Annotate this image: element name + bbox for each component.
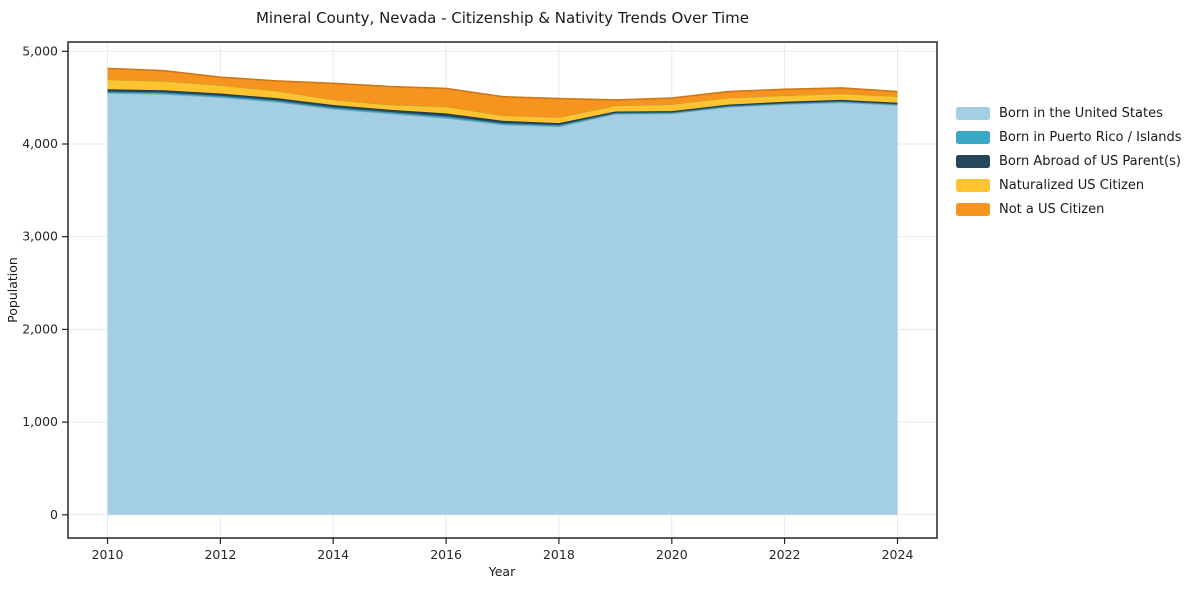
x-tick-label: 2010: [92, 547, 124, 562]
legend-swatch: [956, 154, 990, 168]
y-tick-label: 4,000: [22, 136, 58, 151]
legend-item: Born in Puerto Rico / Islands: [956, 125, 1182, 149]
legend-item: Born in the United States: [956, 101, 1182, 125]
stacked-areas: [107, 67, 898, 515]
x-tick-label: 2020: [656, 547, 688, 562]
plot-frame: [67, 41, 938, 539]
x-tick-label: 2024: [882, 547, 914, 562]
area-naturalized-us-citizen: [107, 79, 898, 124]
y-tick-label: 2,000: [22, 321, 58, 336]
y-tick-label: 3,000: [22, 229, 58, 244]
y-axis-label: Population: [5, 257, 20, 323]
axis-ticks: 0 1,000 2,000 3,000 4,000 5,000 2010 2012 2014 20…: [22, 43, 913, 562]
legend-label: Born Abroad of US Parent(s): [999, 153, 1181, 169]
y-tick-label: 1,000: [22, 414, 58, 429]
legend-label: Born in Puerto Rico / Islands: [999, 129, 1182, 145]
legend-swatch: [956, 106, 990, 120]
legend-item: Not a US Citizen: [956, 197, 1182, 221]
legend-label: Naturalized US Citizen: [999, 177, 1145, 193]
legend-item: Naturalized US Citizen: [956, 173, 1182, 197]
legend-swatch: [956, 202, 990, 216]
legend: Born in the United States Born in Puerto …: [956, 101, 1182, 221]
x-tick-label: 2014: [317, 547, 349, 562]
legend-swatch: [956, 130, 990, 144]
axes-frame: [67, 41, 938, 539]
y-tick-label: 0: [50, 507, 58, 522]
x-tick-label: 2012: [204, 547, 236, 562]
area-edge: [107, 67, 898, 101]
x-tick-label: 2022: [769, 547, 801, 562]
legend-label: Not a US Citizen: [999, 201, 1105, 217]
area-not-a-us-citizen: [107, 68, 898, 118]
area-born-in-puerto-rico-islands: [107, 91, 898, 127]
legend-swatch: [956, 178, 990, 192]
y-tick-label: 5,000: [22, 43, 58, 58]
area-born-in-the-united-states: [107, 93, 898, 515]
chart-title: Mineral County, Nevada - Citizenship & N…: [255, 9, 750, 27]
legend-item: Born Abroad of US Parent(s): [956, 149, 1182, 173]
x-tick-label: 2018: [543, 547, 575, 562]
x-tick-label: 2016: [430, 547, 462, 562]
x-axis-label: Year: [488, 564, 516, 579]
area-born-abroad-of-us-parent-s-: [107, 89, 898, 125]
legend-label: Born in the United States: [999, 105, 1163, 121]
